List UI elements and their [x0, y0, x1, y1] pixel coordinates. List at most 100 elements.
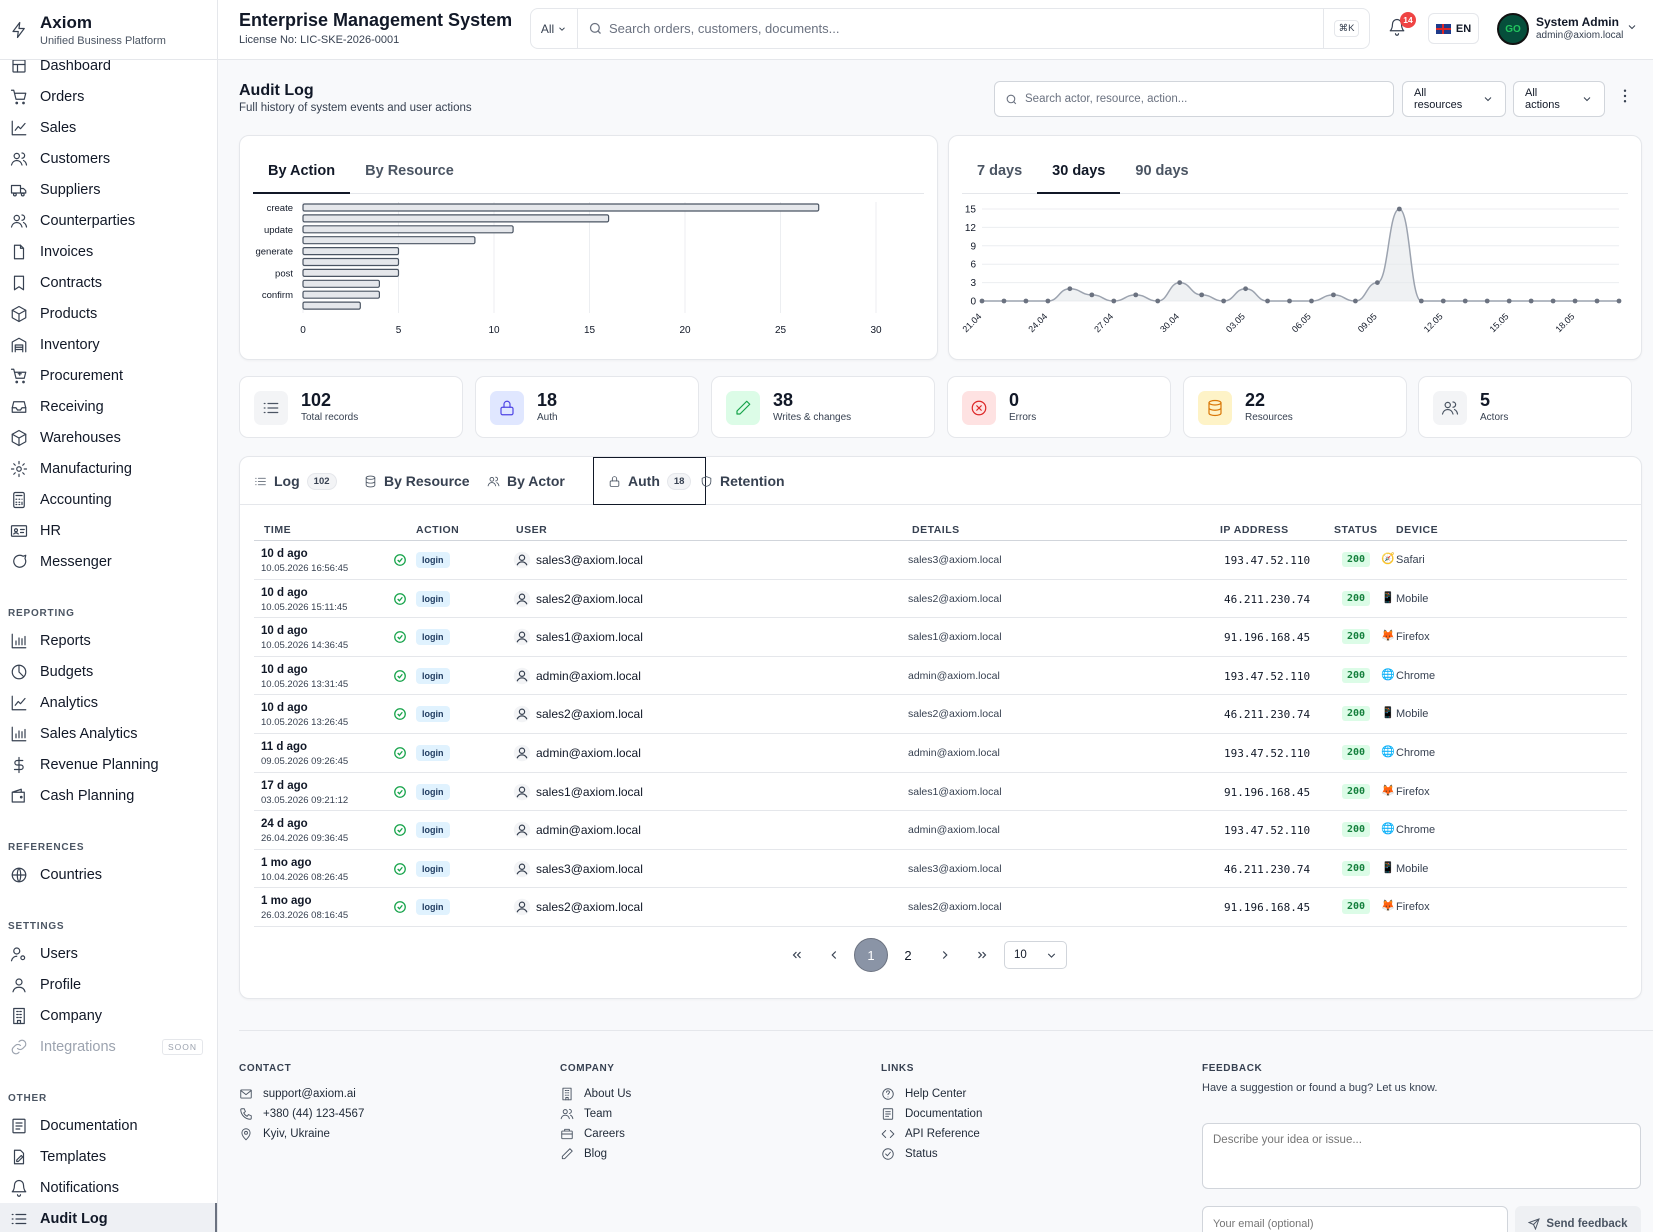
sidebar-item-budgets[interactable]: Budgets	[0, 656, 217, 687]
global-search-input[interactable]	[603, 21, 1323, 36]
column-header-time[interactable]: TIME	[264, 524, 292, 536]
tab-retention[interactable]: Retention	[700, 457, 785, 505]
sidebar-item-company[interactable]: Company	[0, 1000, 217, 1031]
column-header-ip-address[interactable]: IP ADDRESS	[1220, 524, 1289, 536]
notifications-button[interactable]	[1388, 18, 1406, 36]
sidebar-item-sales[interactable]: Sales	[0, 112, 217, 143]
sidebar-item-orders[interactable]: Orders	[0, 81, 217, 112]
tab-7-days[interactable]: 7 days	[977, 163, 1023, 179]
footer-link-status[interactable]: Status	[881, 1144, 982, 1164]
user-name[interactable]: System Admin	[1536, 15, 1619, 29]
sidebar-item-suppliers[interactable]: Suppliers	[0, 174, 217, 205]
sidebar-item-notifications[interactable]: Notifications	[0, 1172, 217, 1203]
page-size-select[interactable]: 10	[1004, 941, 1067, 969]
sidebar-item-inventory[interactable]: Inventory	[0, 329, 217, 360]
sidebar-item-warehouses[interactable]: Warehouses	[0, 422, 217, 453]
language-button[interactable]: EN	[1428, 13, 1479, 44]
footer-link-blog[interactable]: Blog	[560, 1144, 631, 1164]
user-menu-chevron-icon[interactable]	[1626, 21, 1638, 33]
footer-link-team[interactable]: Team	[560, 1104, 631, 1124]
footer-link-380-44-123-4567[interactable]: +380 (44) 123-4567	[239, 1104, 364, 1124]
tab-30-days[interactable]: 30 days	[1037, 149, 1121, 194]
sidebar-item-revenue-planning[interactable]: Revenue Planning	[0, 749, 217, 780]
brand[interactable]: Axiom Unified Business Platform	[0, 0, 217, 60]
sidebar-item-cash-planning[interactable]: Cash Planning	[0, 780, 217, 811]
tab-by-resource[interactable]: By Resource	[365, 163, 454, 179]
sidebar-item-counterparties[interactable]: Counterparties	[0, 205, 217, 236]
page-2-button[interactable]: 2	[904, 947, 912, 963]
column-header-device[interactable]: DEVICE	[1396, 524, 1439, 536]
table-row[interactable]: 11 d ago 09.05.2026 09:26:45 login admin…	[254, 734, 1627, 773]
footer-link-kyiv-ukraine[interactable]: Kyiv, Ukraine	[239, 1124, 364, 1144]
column-header-status[interactable]: STATUS	[1334, 524, 1378, 536]
feedback-textarea[interactable]	[1202, 1123, 1641, 1189]
user-email[interactable]: admin@axiom.local	[536, 746, 641, 760]
table-row[interactable]: 10 d ago 10.05.2026 14:36:45 login sales…	[254, 618, 1627, 657]
more-options-button[interactable]	[1616, 87, 1634, 105]
user-email[interactable]: sales3@axiom.local	[536, 861, 643, 876]
sidebar-item-invoices[interactable]: Invoices	[0, 236, 217, 267]
sidebar-item-profile[interactable]: Profile	[0, 969, 217, 1000]
footer-link-documentation[interactable]: Documentation	[881, 1104, 982, 1124]
sidebar-item-analytics[interactable]: Analytics	[0, 687, 217, 718]
sidebar-item-receiving[interactable]: Receiving	[0, 391, 217, 422]
sidebar-item-messenger[interactable]: Messenger	[0, 546, 217, 577]
sidebar-item-audit-log[interactable]: Audit Log	[0, 1203, 217, 1232]
column-header-action[interactable]: ACTION	[416, 524, 460, 536]
feedback-email-input[interactable]	[1202, 1206, 1508, 1232]
sidebar-item-sales-analytics[interactable]: Sales Analytics	[0, 718, 217, 749]
audit-search-input[interactable]	[1025, 93, 1365, 105]
column-header-user[interactable]: USER	[516, 524, 548, 536]
user-email[interactable]: sales2@axiom.local	[536, 900, 643, 915]
sidebar-item-accounting[interactable]: Accounting	[0, 484, 217, 515]
sidebar-item-countries[interactable]: Countries	[0, 859, 217, 890]
footer-link-api-reference[interactable]: API Reference	[881, 1124, 982, 1144]
sidebar-item-reports[interactable]: Reports	[0, 625, 217, 656]
actions-filter-select[interactable]: All actions	[1513, 81, 1605, 117]
send-feedback-button[interactable]: Send feedback	[1515, 1206, 1641, 1232]
table-row[interactable]: 10 d ago 10.05.2026 13:26:45 login sales…	[254, 695, 1627, 734]
table-row[interactable]: 1 mo ago 26.03.2026 08:16:45 login sales…	[254, 888, 1627, 927]
footer-link-careers[interactable]: Careers	[560, 1124, 631, 1144]
first-page-button[interactable]	[780, 938, 814, 972]
sidebar-item-manufacturing[interactable]: Manufacturing	[0, 453, 217, 484]
sidebar-item-templates[interactable]: Templates	[0, 1141, 217, 1172]
resources-filter-select[interactable]: All resources	[1402, 81, 1506, 117]
tab-90-days[interactable]: 90 days	[1135, 163, 1189, 179]
user-email[interactable]: sales2@axiom.local	[536, 591, 643, 606]
tab-by-resource[interactable]: By Resource	[364, 457, 470, 505]
sidebar-item-procurement[interactable]: Procurement	[0, 360, 217, 391]
sidebar-item-users[interactable]: Users	[0, 938, 217, 969]
tab-by-actor[interactable]: By Actor	[487, 457, 565, 505]
last-page-button[interactable]	[965, 938, 999, 972]
table-row[interactable]: 1 mo ago 10.04.2026 08:26:45 login sales…	[254, 850, 1627, 889]
search-scope-select[interactable]: All	[531, 9, 578, 48]
user-email[interactable]: sales2@axiom.local	[536, 707, 643, 722]
avatar[interactable]: GO	[1497, 13, 1529, 45]
tab-auth[interactable]: Auth 18	[593, 457, 707, 505]
table-row[interactable]: 10 d ago 10.05.2026 13:31:45 login admin…	[254, 657, 1627, 696]
user-email[interactable]: sales1@axiom.local	[536, 784, 643, 799]
sidebar-item-customers[interactable]: Customers	[0, 143, 217, 174]
column-header-details[interactable]: DETAILS	[912, 524, 960, 536]
table-row[interactable]: 24 d ago 26.04.2026 09:36:45 login admin…	[254, 811, 1627, 850]
sidebar-item-products[interactable]: Products	[0, 298, 217, 329]
prev-page-button[interactable]	[817, 938, 851, 972]
user-email[interactable]: sales3@axiom.local	[536, 553, 643, 567]
sidebar-item-integrations[interactable]: Integrations SOON	[0, 1031, 217, 1062]
user-email[interactable]: admin@axiom.local	[536, 668, 641, 683]
sidebar-item-contracts[interactable]: Contracts	[0, 267, 217, 298]
table-row[interactable]: 10 d ago 10.05.2026 15:11:45 login sales…	[254, 580, 1627, 619]
sidebar-item-hr[interactable]: HR	[0, 515, 217, 546]
user-email[interactable]: admin@axiom.local	[536, 823, 641, 838]
user-email[interactable]: sales1@axiom.local	[536, 630, 643, 645]
sidebar-item-documentation[interactable]: Documentation	[0, 1110, 217, 1141]
footer-link-about-us[interactable]: About Us	[560, 1084, 631, 1104]
tab-log[interactable]: Log 102	[254, 457, 337, 505]
table-row[interactable]: 10 d ago 10.05.2026 16:56:45 login sales…	[254, 541, 1627, 580]
page-1-button[interactable]: 1	[854, 938, 888, 972]
table-row[interactable]: 17 d ago 03.05.2026 09:21:12 login sales…	[254, 773, 1627, 812]
next-page-button[interactable]	[928, 938, 962, 972]
tab-by-action[interactable]: By Action	[253, 149, 351, 194]
footer-link-help-center[interactable]: Help Center	[881, 1084, 982, 1104]
